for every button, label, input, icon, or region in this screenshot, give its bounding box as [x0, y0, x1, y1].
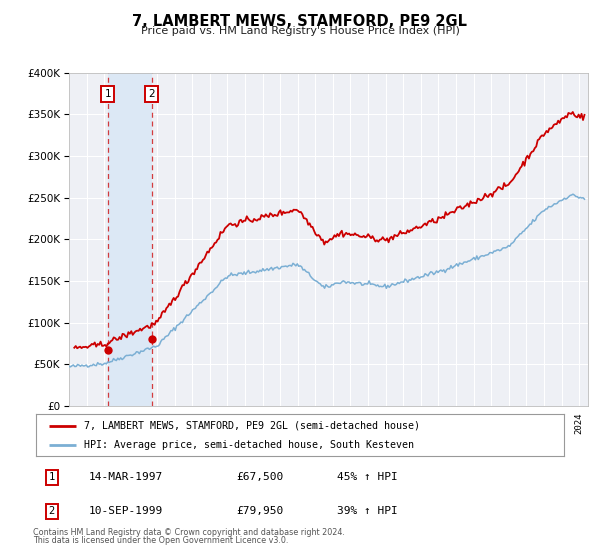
- Text: Contains HM Land Registry data © Crown copyright and database right 2024.: Contains HM Land Registry data © Crown c…: [33, 528, 345, 536]
- Text: 1: 1: [104, 88, 111, 99]
- Text: 2: 2: [49, 506, 55, 516]
- Text: HPI: Average price, semi-detached house, South Kesteven: HPI: Average price, semi-detached house,…: [83, 440, 413, 450]
- Text: 7, LAMBERT MEWS, STAMFORD, PE9 2GL: 7, LAMBERT MEWS, STAMFORD, PE9 2GL: [133, 14, 467, 29]
- Bar: [108, 73, 152, 406]
- Text: This data is licensed under the Open Government Licence v3.0.: This data is licensed under the Open Gov…: [33, 536, 289, 545]
- Text: 7, LAMBERT MEWS, STAMFORD, PE9 2GL (semi-detached house): 7, LAMBERT MEWS, STAMFORD, PE9 2GL (semi…: [83, 421, 419, 431]
- Text: 45% ↑ HPI: 45% ↑ HPI: [337, 473, 398, 482]
- Text: 2: 2: [148, 88, 155, 99]
- Text: Price paid vs. HM Land Registry's House Price Index (HPI): Price paid vs. HM Land Registry's House …: [140, 26, 460, 36]
- Text: £67,500: £67,500: [236, 473, 284, 482]
- Text: £79,950: £79,950: [236, 506, 284, 516]
- Text: 14-MAR-1997: 14-MAR-1997: [89, 473, 163, 482]
- Text: 39% ↑ HPI: 39% ↑ HPI: [337, 506, 398, 516]
- Text: 1: 1: [49, 473, 55, 482]
- Text: 10-SEP-1999: 10-SEP-1999: [89, 506, 163, 516]
